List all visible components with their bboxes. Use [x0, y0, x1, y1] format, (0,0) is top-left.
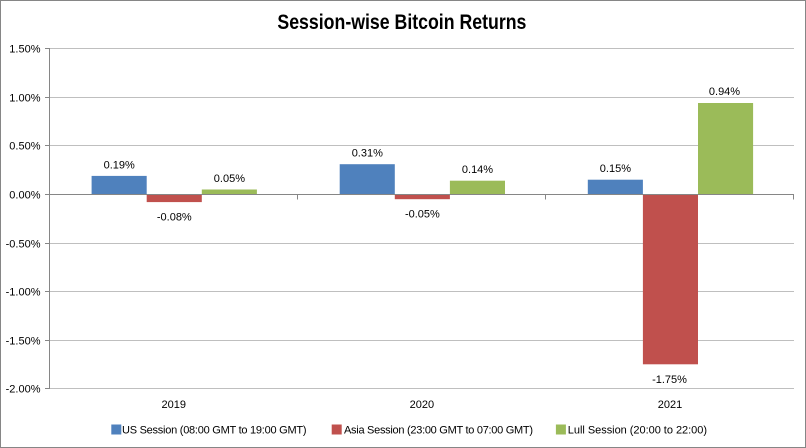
svg-text:-1.00%: -1.00% — [6, 287, 41, 299]
svg-text:-2.00%: -2.00% — [6, 384, 41, 396]
svg-text:-0.50%: -0.50% — [6, 239, 41, 251]
svg-text:-0.08%: -0.08% — [157, 212, 192, 224]
svg-text:0.31%: 0.31% — [352, 148, 383, 160]
svg-text:1.00%: 1.00% — [9, 93, 40, 105]
svg-text:2020: 2020 — [410, 399, 434, 411]
svg-text:2021: 2021 — [658, 399, 682, 411]
svg-text:Lull Session (20:00 to 22:00): Lull Session (20:00 to 22:00) — [568, 425, 707, 437]
svg-text:US Session (08:00 GMT to 19:00: US Session (08:00 GMT to 19:00 GMT) — [122, 425, 306, 437]
svg-text:0.19%: 0.19% — [104, 159, 135, 171]
svg-text:-0.05%: -0.05% — [405, 209, 440, 221]
svg-text:0.05%: 0.05% — [214, 173, 245, 185]
svg-text:0.50%: 0.50% — [9, 141, 40, 153]
svg-text:0.00%: 0.00% — [9, 190, 40, 202]
svg-text:0.14%: 0.14% — [462, 164, 493, 176]
svg-text:Session-wise Bitcoin Returns: Session-wise Bitcoin Returns — [277, 10, 526, 34]
svg-text:-1.75%: -1.75% — [652, 374, 687, 386]
svg-text:2019: 2019 — [162, 399, 186, 411]
svg-text:-1.50%: -1.50% — [6, 336, 41, 348]
svg-text:0.15%: 0.15% — [600, 163, 631, 175]
svg-text:Asia Session (23:00 GMT to 07:: Asia Session (23:00 GMT to 07:00 GMT) — [344, 425, 533, 437]
svg-text:0.94%: 0.94% — [709, 86, 740, 98]
svg-text:1.50%: 1.50% — [9, 44, 40, 56]
